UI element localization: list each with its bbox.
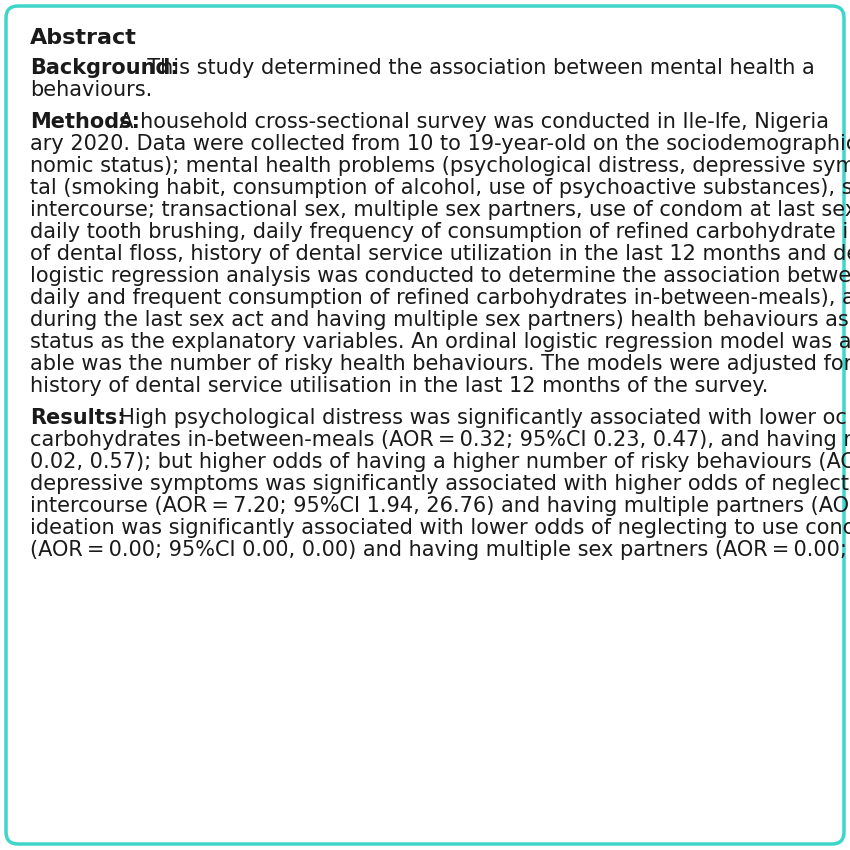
Text: ideation was significantly associated with lower odds of neglecting to use conc: ideation was significantly associated wi… <box>30 518 850 538</box>
Text: depressive symptoms was significantly associated with higher odds of neglecti: depressive symptoms was significantly as… <box>30 474 850 494</box>
Text: Background:: Background: <box>30 58 178 78</box>
Text: carbohydrates in-between-meals (AOR = 0.32; 95%CI 0.23, 0.47), and having mu: carbohydrates in-between-meals (AOR = 0.… <box>30 430 850 450</box>
Text: daily and frequent consumption of refined carbohydrates in-between-meals), a: daily and frequent consumption of refine… <box>30 288 850 308</box>
Text: of dental floss, history of dental service utilization in the last 12 months and: of dental floss, history of dental servi… <box>30 244 850 264</box>
Text: ary 2020. Data were collected from 10 to 19-year-old on the sociodemographic: ary 2020. Data were collected from 10 to… <box>30 134 850 154</box>
Text: behaviours.: behaviours. <box>30 80 152 100</box>
Text: able was the number of risky health behaviours. The models were adjusted for t: able was the number of risky health beha… <box>30 354 850 374</box>
Text: High psychological distress was significantly associated with lower oc: High psychological distress was signific… <box>106 408 847 428</box>
Text: status as the explanatory variables. An ordinal logistic regression model was al: status as the explanatory variables. An … <box>30 332 850 352</box>
Text: intercourse; transactional sex, multiple sex partners, use of condom at last sex: intercourse; transactional sex, multiple… <box>30 200 850 220</box>
Text: daily tooth brushing, daily frequency of consumption of refined carbohydrate i: daily tooth brushing, daily frequency of… <box>30 222 848 242</box>
Text: tal (smoking habit, consumption of alcohol, use of psychoactive substances), se: tal (smoking habit, consumption of alcoh… <box>30 178 850 198</box>
Text: Methods:: Methods: <box>30 112 140 132</box>
Text: intercourse (AOR = 7.20; 95%CI 1.94, 26.76) and having multiple partners (AOR =: intercourse (AOR = 7.20; 95%CI 1.94, 26.… <box>30 496 850 516</box>
Text: Abstract: Abstract <box>30 28 137 48</box>
Text: logistic regression analysis was conducted to determine the association betwee: logistic regression analysis was conduct… <box>30 266 850 286</box>
Text: Results:: Results: <box>30 408 126 428</box>
Text: A household cross-sectional survey was conducted in Ile-Ife, Nigeria: A household cross-sectional survey was c… <box>106 112 829 132</box>
Text: during the last sex act and having multiple sex partners) health behaviours as o: during the last sex act and having multi… <box>30 310 850 330</box>
Text: nomic status); mental health problems (psychological distress, depressive symp: nomic status); mental health problems (p… <box>30 156 850 176</box>
Text: (AOR = 0.00; 95%CI 0.00, 0.00) and having multiple sex partners (AOR = 0.00; 95: (AOR = 0.00; 95%CI 0.00, 0.00) and havin… <box>30 540 850 560</box>
Text: 0.02, 0.57); but higher odds of having a higher number of risky behaviours (AOR: 0.02, 0.57); but higher odds of having a… <box>30 452 850 472</box>
Text: history of dental service utilisation in the last 12 months of the survey.: history of dental service utilisation in… <box>30 376 768 396</box>
Text: This study determined the association between mental health a: This study determined the association be… <box>134 58 815 78</box>
FancyBboxPatch shape <box>6 6 844 844</box>
